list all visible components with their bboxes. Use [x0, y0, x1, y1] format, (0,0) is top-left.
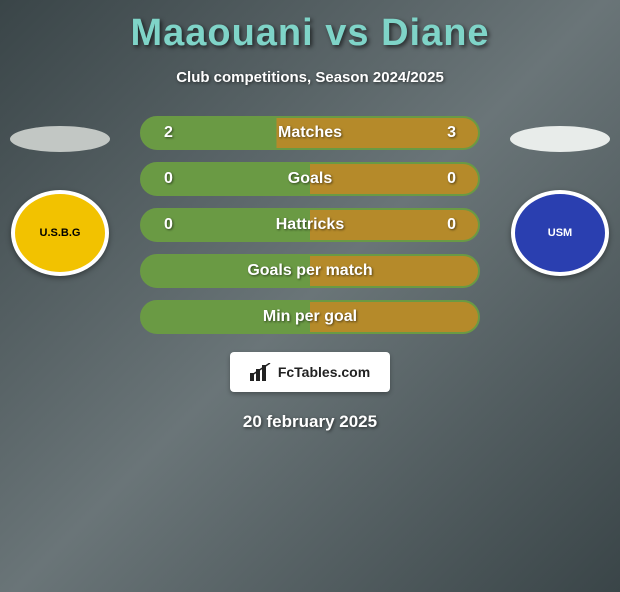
left-country-ellipse	[10, 126, 110, 152]
left-club-badge: U.S.B.G	[11, 190, 109, 276]
stat-label: Min per goal	[204, 308, 416, 326]
stat-left-value: 0	[164, 216, 204, 234]
bar-chart-icon	[250, 363, 272, 381]
stat-label: Matches	[204, 124, 416, 142]
stat-label: Hattricks	[204, 216, 416, 234]
stat-left-value: 2	[164, 124, 204, 142]
fctables-badge[interactable]: FcTables.com	[230, 352, 390, 392]
stat-label: Goals per match	[204, 262, 416, 280]
left-club-name: U.S.B.G	[40, 227, 81, 239]
stat-right-value: 0	[416, 170, 456, 188]
stat-row: 0Goals0	[140, 162, 480, 196]
comparison-area: U.S.B.G USM 2Matches30Goals00Hattricks0G…	[0, 116, 620, 432]
stat-row: Goals per match	[140, 254, 480, 288]
stat-row: 2Matches3	[140, 116, 480, 150]
stat-label: Goals	[204, 170, 416, 188]
date: 20 february 2025	[0, 412, 620, 432]
stats-list: 2Matches30Goals00Hattricks0Goals per mat…	[140, 116, 480, 334]
stat-right-value: 3	[416, 124, 456, 142]
left-player-column: U.S.B.G	[0, 116, 120, 276]
subtitle: Club competitions, Season 2024/2025	[0, 69, 620, 86]
right-player-column: USM	[500, 116, 620, 276]
stat-row: 0Hattricks0	[140, 208, 480, 242]
fctables-text: FcTables.com	[278, 364, 370, 380]
right-club-badge: USM	[511, 190, 609, 276]
stat-right-value: 0	[416, 216, 456, 234]
right-country-ellipse	[510, 126, 610, 152]
page-title: Maaouani vs Diane	[0, 12, 620, 55]
stat-left-value: 0	[164, 170, 204, 188]
right-club-name: USM	[548, 227, 572, 239]
stat-row: Min per goal	[140, 300, 480, 334]
